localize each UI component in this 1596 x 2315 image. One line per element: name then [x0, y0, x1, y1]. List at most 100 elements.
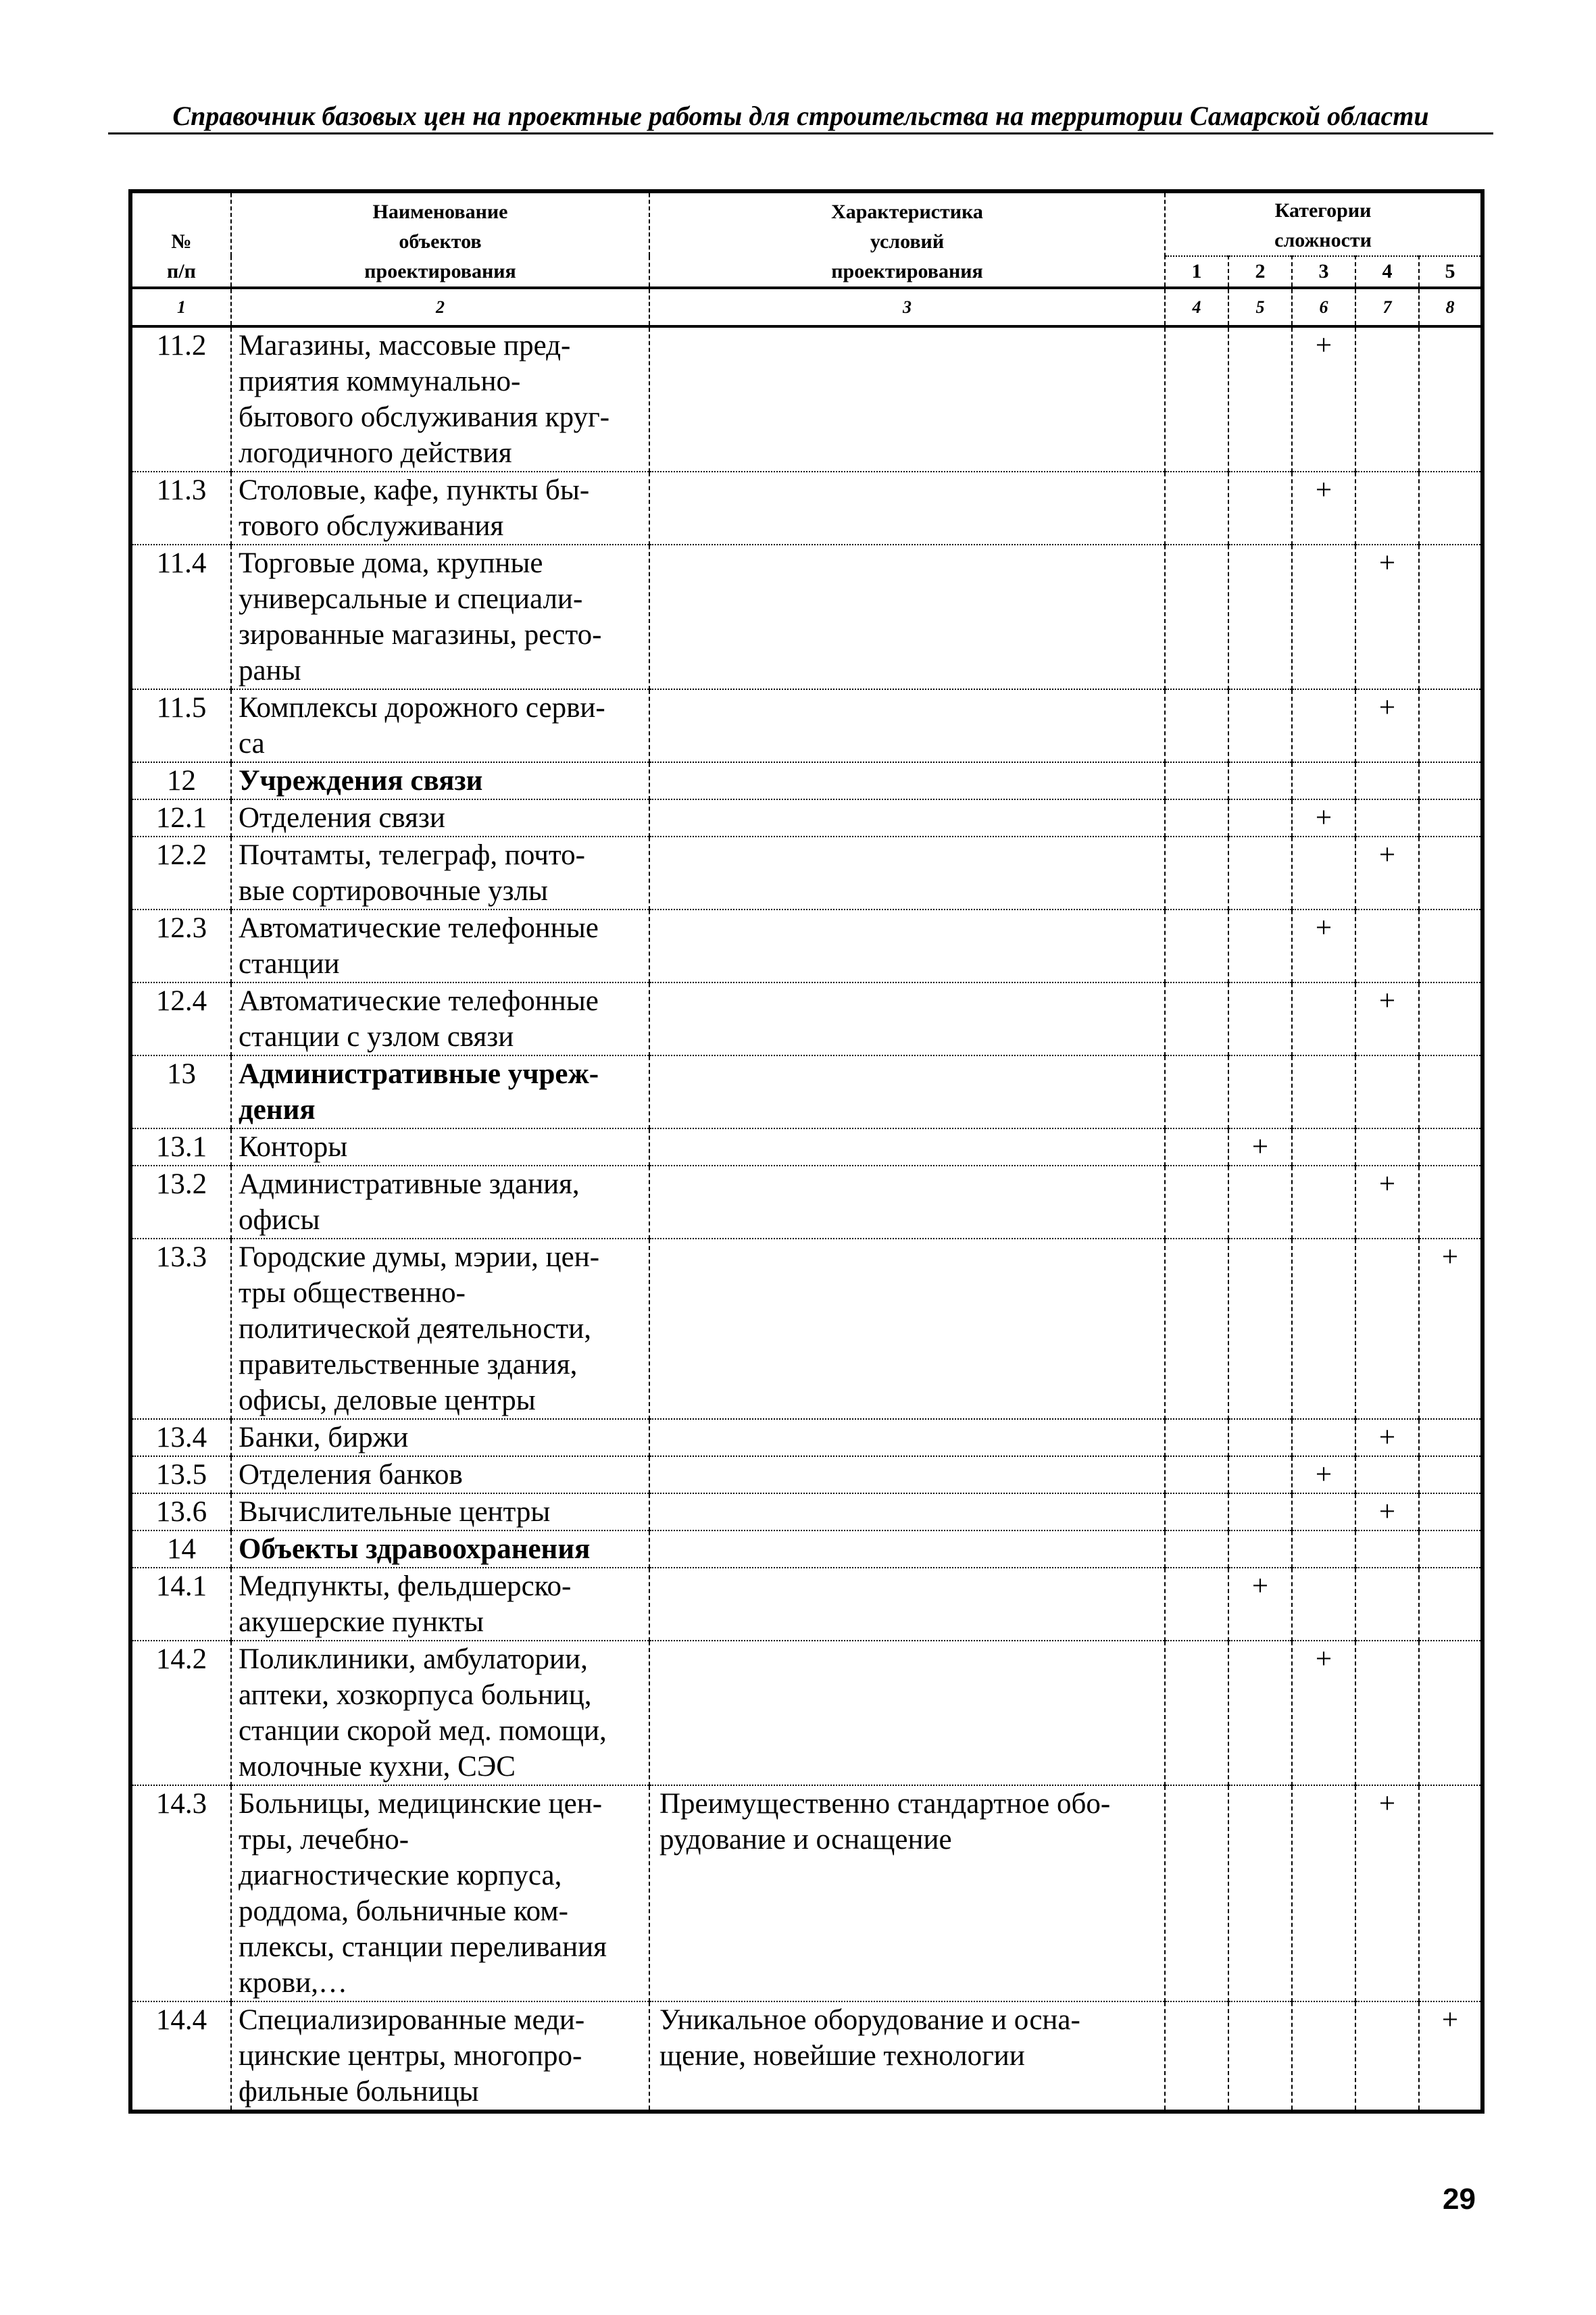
category-3-cell: [1291, 762, 1356, 799]
category-1-cell: [1164, 326, 1229, 472]
category-3-cell: +: [1291, 471, 1356, 545]
category-2-cell: [1228, 326, 1293, 472]
category-2-cell: [1228, 689, 1293, 762]
category-4-cell: [1355, 471, 1420, 545]
header-cat-4: 4: [1355, 255, 1420, 288]
category-5-cell: [1418, 1055, 1484, 1128]
col-number: 4: [1164, 287, 1229, 328]
category-4-cell: [1355, 799, 1420, 837]
category-4-cell: +: [1355, 836, 1420, 910]
category-4-cell: [1355, 1238, 1420, 1419]
category-4-cell: [1355, 1530, 1420, 1568]
table-row: 13.2 Административные здания, офисы +: [130, 1165, 1484, 1239]
category-1-cell: [1164, 982, 1229, 1055]
category-4-cell: +: [1355, 1785, 1420, 2001]
category-3-cell: [1291, 1530, 1356, 1568]
object-name: Почтамты, телеграф, почто- вые сортирово…: [230, 836, 650, 910]
col-number: 5: [1228, 287, 1293, 328]
row-number: 13.6: [130, 1493, 232, 1530]
design-conditions: [649, 326, 1166, 472]
category-5-cell: [1418, 1165, 1484, 1239]
table-row: 13.1 Конторы +: [130, 1128, 1484, 1166]
category-2-cell: [1228, 1530, 1293, 1568]
category-5-cell: [1418, 471, 1484, 545]
category-4-cell: +: [1355, 1418, 1420, 1456]
category-2-cell: [1228, 1493, 1293, 1530]
object-name: Автоматические телефонные станции с узло…: [230, 982, 650, 1055]
category-1-cell: [1164, 1128, 1229, 1166]
design-conditions: Уникальное оборудование и осна- щение, н…: [649, 2001, 1166, 2112]
col-number: 6: [1291, 287, 1356, 328]
category-1-cell: [1164, 1165, 1229, 1239]
table-row: 14 Объекты здравоохранения: [130, 1530, 1484, 1568]
category-1-cell: [1164, 1493, 1229, 1530]
object-name: Комплексы дорожного серви- са: [230, 689, 650, 762]
table-row: 14.2 Поликлиники, амбулатории, аптеки, хо…: [130, 1640, 1484, 1785]
table-row: 11.4 Торговые дома, крупные универсальные…: [130, 544, 1484, 689]
category-4-cell: +: [1355, 1165, 1420, 1239]
category-1-cell: [1164, 762, 1229, 799]
row-number: 13: [130, 1055, 232, 1128]
page-number: 29: [1443, 2183, 1476, 2216]
category-3-cell: [1291, 1055, 1356, 1128]
category-1-cell: [1164, 836, 1229, 910]
category-1-cell: [1164, 471, 1229, 545]
design-conditions: [649, 1238, 1166, 1419]
object-name: Больницы, медицинские цен- тры, лечебно-…: [230, 1785, 650, 2001]
category-3-cell: [1291, 1418, 1356, 1456]
running-header: Справочник базовых цен на проектные рабо…: [172, 101, 1429, 131]
table-row: 13.4 Банки, биржи +: [130, 1418, 1484, 1456]
object-name: Конторы: [230, 1128, 650, 1166]
header-rule: [108, 132, 1493, 134]
category-2-cell: [1228, 1165, 1293, 1239]
category-3-cell: [1291, 1493, 1356, 1530]
category-1-cell: [1164, 689, 1229, 762]
design-conditions: [649, 1128, 1166, 1166]
design-conditions: [649, 1455, 1166, 1493]
category-5-cell: [1418, 689, 1484, 762]
category-5-cell: [1418, 909, 1484, 982]
category-3-cell: [1291, 1785, 1356, 2001]
category-1-cell: [1164, 1238, 1229, 1419]
category-4-cell: +: [1355, 1493, 1420, 1530]
table-row: 13.3 Городские думы, мэрии, цен- тры обще…: [130, 1238, 1484, 1419]
category-3-cell: [1291, 1567, 1356, 1641]
category-2-cell: [1228, 909, 1293, 982]
object-name: Административные учреж- дения: [230, 1055, 650, 1128]
row-number: 14.2: [130, 1640, 232, 1785]
design-conditions: [649, 1418, 1166, 1456]
table-row: 12.4 Автоматические телефонные станции с …: [130, 982, 1484, 1055]
col-number: 3: [649, 287, 1166, 328]
complexity-table: № п/п Наименование объектов проектирован…: [128, 189, 1485, 2114]
category-2-cell: +: [1228, 1128, 1293, 1166]
object-name: Поликлиники, амбулатории, аптеки, хозкор…: [230, 1640, 650, 1785]
category-5-cell: [1418, 544, 1484, 689]
category-3-cell: [1291, 544, 1356, 689]
category-4-cell: [1355, 2001, 1420, 2112]
row-number: 11.5: [130, 689, 232, 762]
table-row: 12.1 Отделения связи +: [130, 799, 1484, 837]
col-number: 2: [230, 287, 650, 328]
category-5-cell: +: [1418, 2001, 1484, 2112]
object-name: Магазины, массовые пред- приятия коммуна…: [230, 326, 650, 472]
design-conditions: [649, 471, 1166, 545]
category-3-cell: +: [1291, 1640, 1356, 1785]
col-number: 8: [1418, 287, 1484, 328]
table-row: 14.1 Медпункты, фельдшерско- акушерские п…: [130, 1567, 1484, 1641]
row-number: 13.3: [130, 1238, 232, 1419]
design-conditions: [649, 1493, 1166, 1530]
category-3-cell: [1291, 836, 1356, 910]
row-number: 11.4: [130, 544, 232, 689]
category-2-cell: [1228, 836, 1293, 910]
category-2-cell: [1228, 982, 1293, 1055]
object-name: Учреждения связи: [230, 762, 650, 799]
object-name: Отделения банков: [230, 1455, 650, 1493]
category-4-cell: [1355, 1128, 1420, 1166]
category-5-cell: [1418, 1455, 1484, 1493]
category-3-cell: +: [1291, 909, 1356, 982]
category-4-cell: [1355, 762, 1420, 799]
category-4-cell: +: [1355, 544, 1420, 689]
category-5-cell: [1418, 1530, 1484, 1568]
design-conditions: [649, 799, 1166, 837]
